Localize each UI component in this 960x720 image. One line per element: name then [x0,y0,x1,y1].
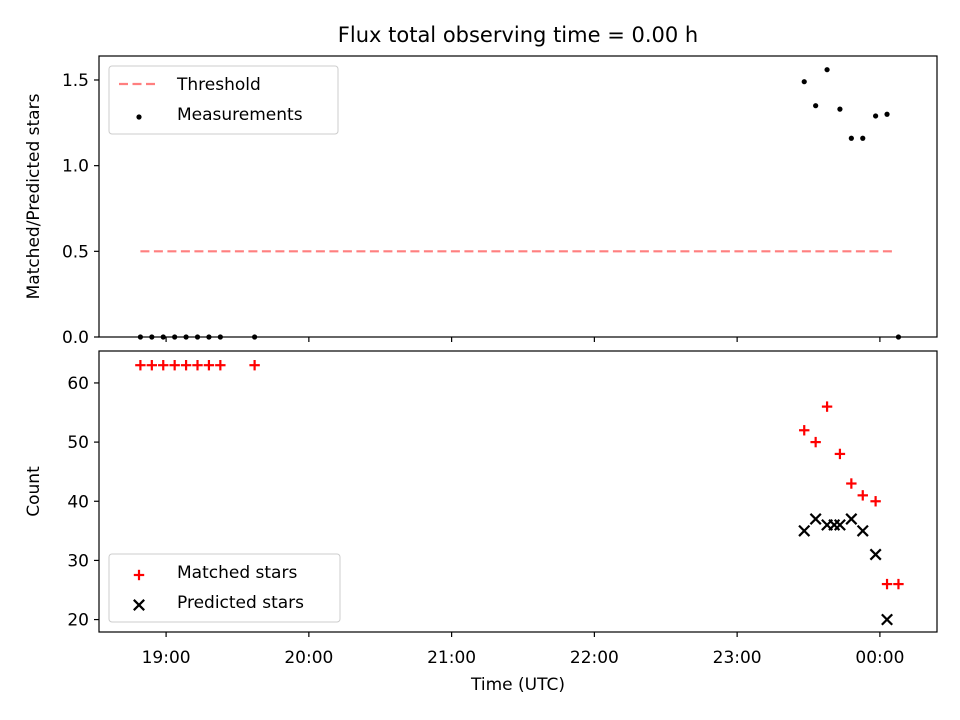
matched-stars-point [135,359,146,371]
x-tick-label: 23:00 [713,648,762,668]
predicted-stars-point [809,513,822,525]
legend-matched-stars-swatch [133,569,145,581]
predicted-stars-point [828,518,841,531]
legend-threshold-label: Threshold [176,75,261,95]
measurements-point [149,334,155,340]
y-tick-label: 40 [67,492,89,512]
y-tick-label: 20 [67,611,89,631]
predicted-stars-point-b [881,613,894,626]
predicted-stars-point-b [856,524,869,537]
y-tick-label: 1.5 [62,71,89,91]
measurements-point [183,334,189,340]
predicted-stars-point [869,548,882,561]
measurements-point [848,135,854,141]
x-tick-label: 19:00 [142,648,191,668]
y-axis-label: Count [24,466,44,517]
measurements-point [160,334,166,340]
predicted-stars-point [833,518,846,531]
matched-stars-point [881,578,893,590]
matched-stars-point [857,490,868,501]
legend-measurements-label: Measurements [177,105,303,125]
x-tick-label: 21:00 [427,648,476,668]
measurements-point [824,67,830,73]
matched-stars-point [158,359,169,371]
legend-predicted-stars-label: Predicted stars [177,593,304,613]
matched-stars-point [203,359,215,371]
predicted-stars-point-b [869,548,882,561]
matched-stars-point [192,359,203,371]
plot-frame [98,55,938,338]
matched-stars-point [893,578,904,590]
measurements-point [172,334,178,340]
matched-stars-point [169,359,180,371]
predicted-stars-point [845,513,858,525]
y-tick-label: 0.5 [62,242,89,262]
plot-frame [98,350,938,633]
matched-stars-point [799,425,810,436]
predicted-stars-point [881,613,894,626]
measurements-point [884,111,890,117]
measurements-point [837,106,843,112]
y-tick-label: 0.0 [62,328,89,348]
matched-stars-point [180,359,192,371]
matched-stars-point [215,359,226,371]
matched-stars-point [834,448,846,460]
ratio-panel: 0.0 0.5 1.0 1.5 Matched/Predicted stars Thres… [24,55,938,348]
y-axis-label: Matched/Predicted stars [24,93,44,299]
legend-matched-stars-label: Matched stars [177,563,297,583]
count-panel: 20 30 40 50 60 19:00 20:00 21:00 22:00 23:00 00:00… [24,350,938,668]
measurements-point [801,79,807,85]
chart-title: Flux total observing time = 0.00 h [338,23,698,47]
measurements-point [206,334,212,340]
legend-measurements-swatch [136,114,142,120]
y-tick-label: 30 [67,551,89,571]
measurements-point [217,334,223,340]
x-tick-label: 00:00 [855,648,904,668]
x-tick-label: 20:00 [284,648,333,668]
legend-predicted-stars-swatch-b [133,599,145,611]
predicted-stars-point-b [798,524,811,537]
measurements-point [194,334,201,340]
matched-stars-point [249,359,260,371]
y-tick-label: 1.0 [62,157,89,177]
measurements-point [860,135,866,141]
y-tick-label: 60 [67,374,89,394]
x-tick-label: 22:00 [570,648,619,668]
measurements-point [813,103,819,109]
matched-stars-point [146,359,158,371]
measurements-point [895,334,902,340]
legend-box [108,553,341,623]
measurements-point [137,334,144,340]
measurements-point [873,113,879,119]
predicted-stars-point-b [809,513,822,525]
matched-stars-point [810,436,821,448]
legend-box [108,65,339,135]
legend: Threshold Measurements [108,65,339,135]
predicted-stars-point-b [845,513,858,525]
predicted-stars-point [798,524,811,537]
x-axis-label: Time (UTC) [470,675,565,695]
legend-predicted-stars-swatch [133,599,145,611]
matched-stars-point [821,401,833,412]
y-tick-label: 50 [67,433,89,453]
legend: Matched stars Predicted stars [108,553,341,623]
measurements-point [252,334,258,340]
predicted-stars-point-b [833,518,846,531]
matched-stars-point [846,478,857,489]
predicted-stars-point [856,524,869,537]
matched-stars-point [870,496,881,507]
